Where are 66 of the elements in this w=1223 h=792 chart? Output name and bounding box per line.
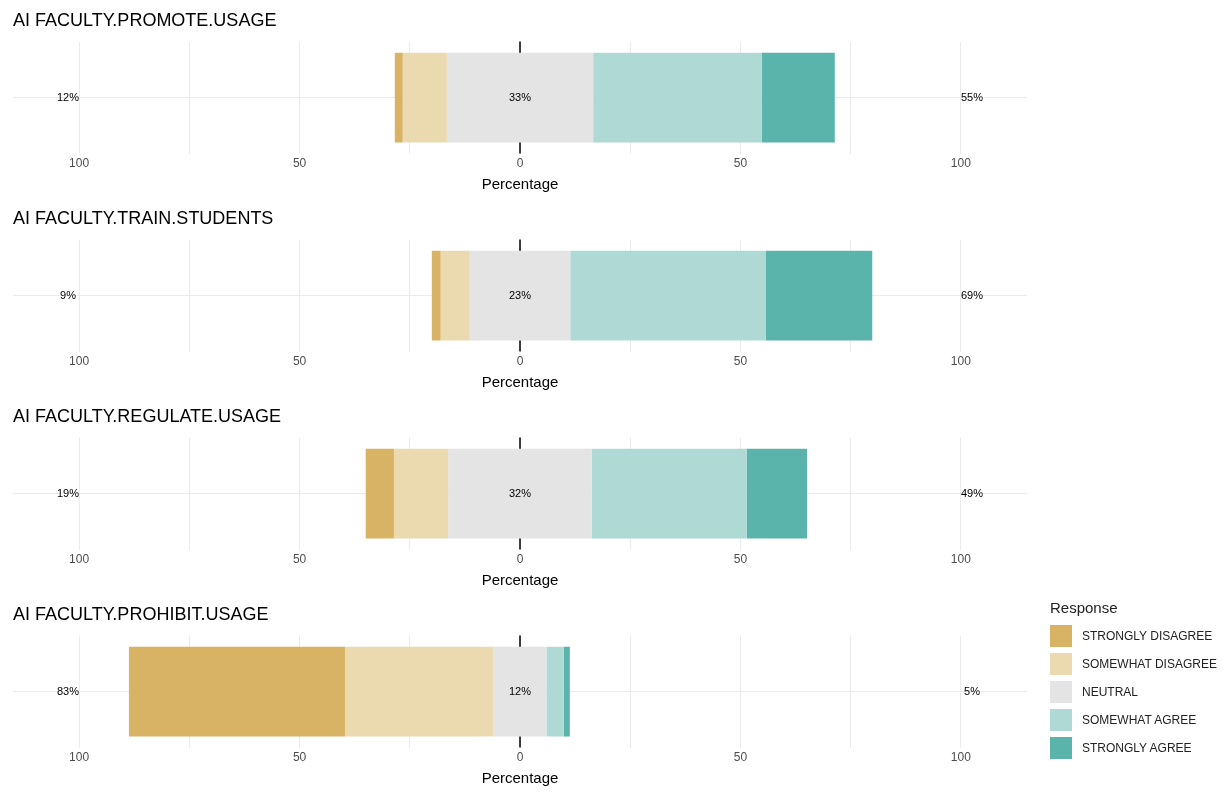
x-tick-label: 100	[950, 156, 972, 171]
legend-label: STRONGLY AGREE	[1082, 741, 1192, 755]
annotation: 9%	[60, 288, 77, 301]
x-tick-label: 50	[733, 750, 748, 765]
bar	[394, 52, 403, 143]
annotation: 12%	[508, 684, 532, 697]
x-axis-title: Percentage	[481, 571, 559, 589]
annotation: 19%	[56, 486, 80, 499]
x-tick-label: 50	[292, 156, 307, 171]
bar	[766, 250, 873, 341]
chart-title: AI FACULTY.PROHIBIT.USAGE	[13, 603, 269, 624]
x-tick-label: 50	[733, 354, 748, 369]
bar	[128, 646, 345, 737]
x-tick-label: 100	[950, 552, 972, 567]
bar	[469, 250, 571, 341]
x-tick-label: 50	[733, 552, 748, 567]
x-tick-label: 50	[292, 354, 307, 369]
x-tick-label: 100	[69, 552, 90, 567]
x-tick-label: 100	[69, 750, 90, 765]
x-tick-label: 100	[950, 354, 972, 369]
bar	[402, 52, 447, 143]
x-tick-label: 0	[516, 156, 524, 171]
bar	[448, 448, 592, 539]
x-tick-label: 0	[516, 354, 524, 369]
bar	[570, 250, 767, 341]
annotation: 32%	[508, 486, 532, 499]
x-tick-label: 100	[69, 354, 90, 369]
annotation: 69%	[960, 288, 984, 301]
x-tick-label: 50	[292, 552, 307, 567]
bar	[546, 646, 564, 737]
bar	[393, 448, 449, 539]
bar	[446, 52, 594, 143]
bar	[431, 250, 441, 341]
x-axis-title: Percentage	[481, 769, 559, 787]
bar	[344, 646, 494, 737]
bar	[493, 646, 547, 737]
x-tick-label: 50	[733, 156, 748, 171]
x-axis-title: Percentage	[481, 373, 559, 391]
legend-label: STRONGLY DISAGREE	[1082, 629, 1213, 643]
x-tick-label: 0	[516, 750, 524, 765]
bar	[563, 646, 570, 737]
legend-label: SOMEWHAT DISAGREE	[1082, 657, 1217, 671]
bar	[593, 52, 762, 143]
bar	[440, 250, 470, 341]
legend-title: Response	[1050, 599, 1119, 616]
annotation: 23%	[508, 288, 532, 301]
annotation: 12%	[56, 90, 80, 103]
chart-title: AI FACULTY.PROMOTE.USAGE	[13, 9, 277, 30]
bar	[591, 448, 747, 539]
legend-label: SOMEWHAT AGREE	[1082, 713, 1197, 727]
annotation: 33%	[508, 90, 532, 103]
x-tick-label: 100	[950, 750, 972, 765]
legend-label: NEUTRAL	[1082, 685, 1139, 699]
x-tick-label: 0	[516, 552, 524, 567]
annotation: 55%	[960, 90, 984, 103]
bar	[761, 52, 835, 143]
x-tick-label: 100	[69, 156, 90, 171]
annotation: 49%	[960, 486, 984, 499]
annotation: 5%	[964, 684, 981, 697]
chart-title: AI FACULTY.TRAIN.STUDENTS	[13, 207, 274, 228]
x-tick-label: 50	[292, 750, 307, 765]
x-axis-title: Percentage	[481, 175, 559, 193]
bar	[746, 448, 808, 539]
chart-title: AI FACULTY.REGULATE.USAGE	[13, 405, 282, 426]
bar	[365, 448, 394, 539]
annotation: 83%	[56, 684, 80, 697]
